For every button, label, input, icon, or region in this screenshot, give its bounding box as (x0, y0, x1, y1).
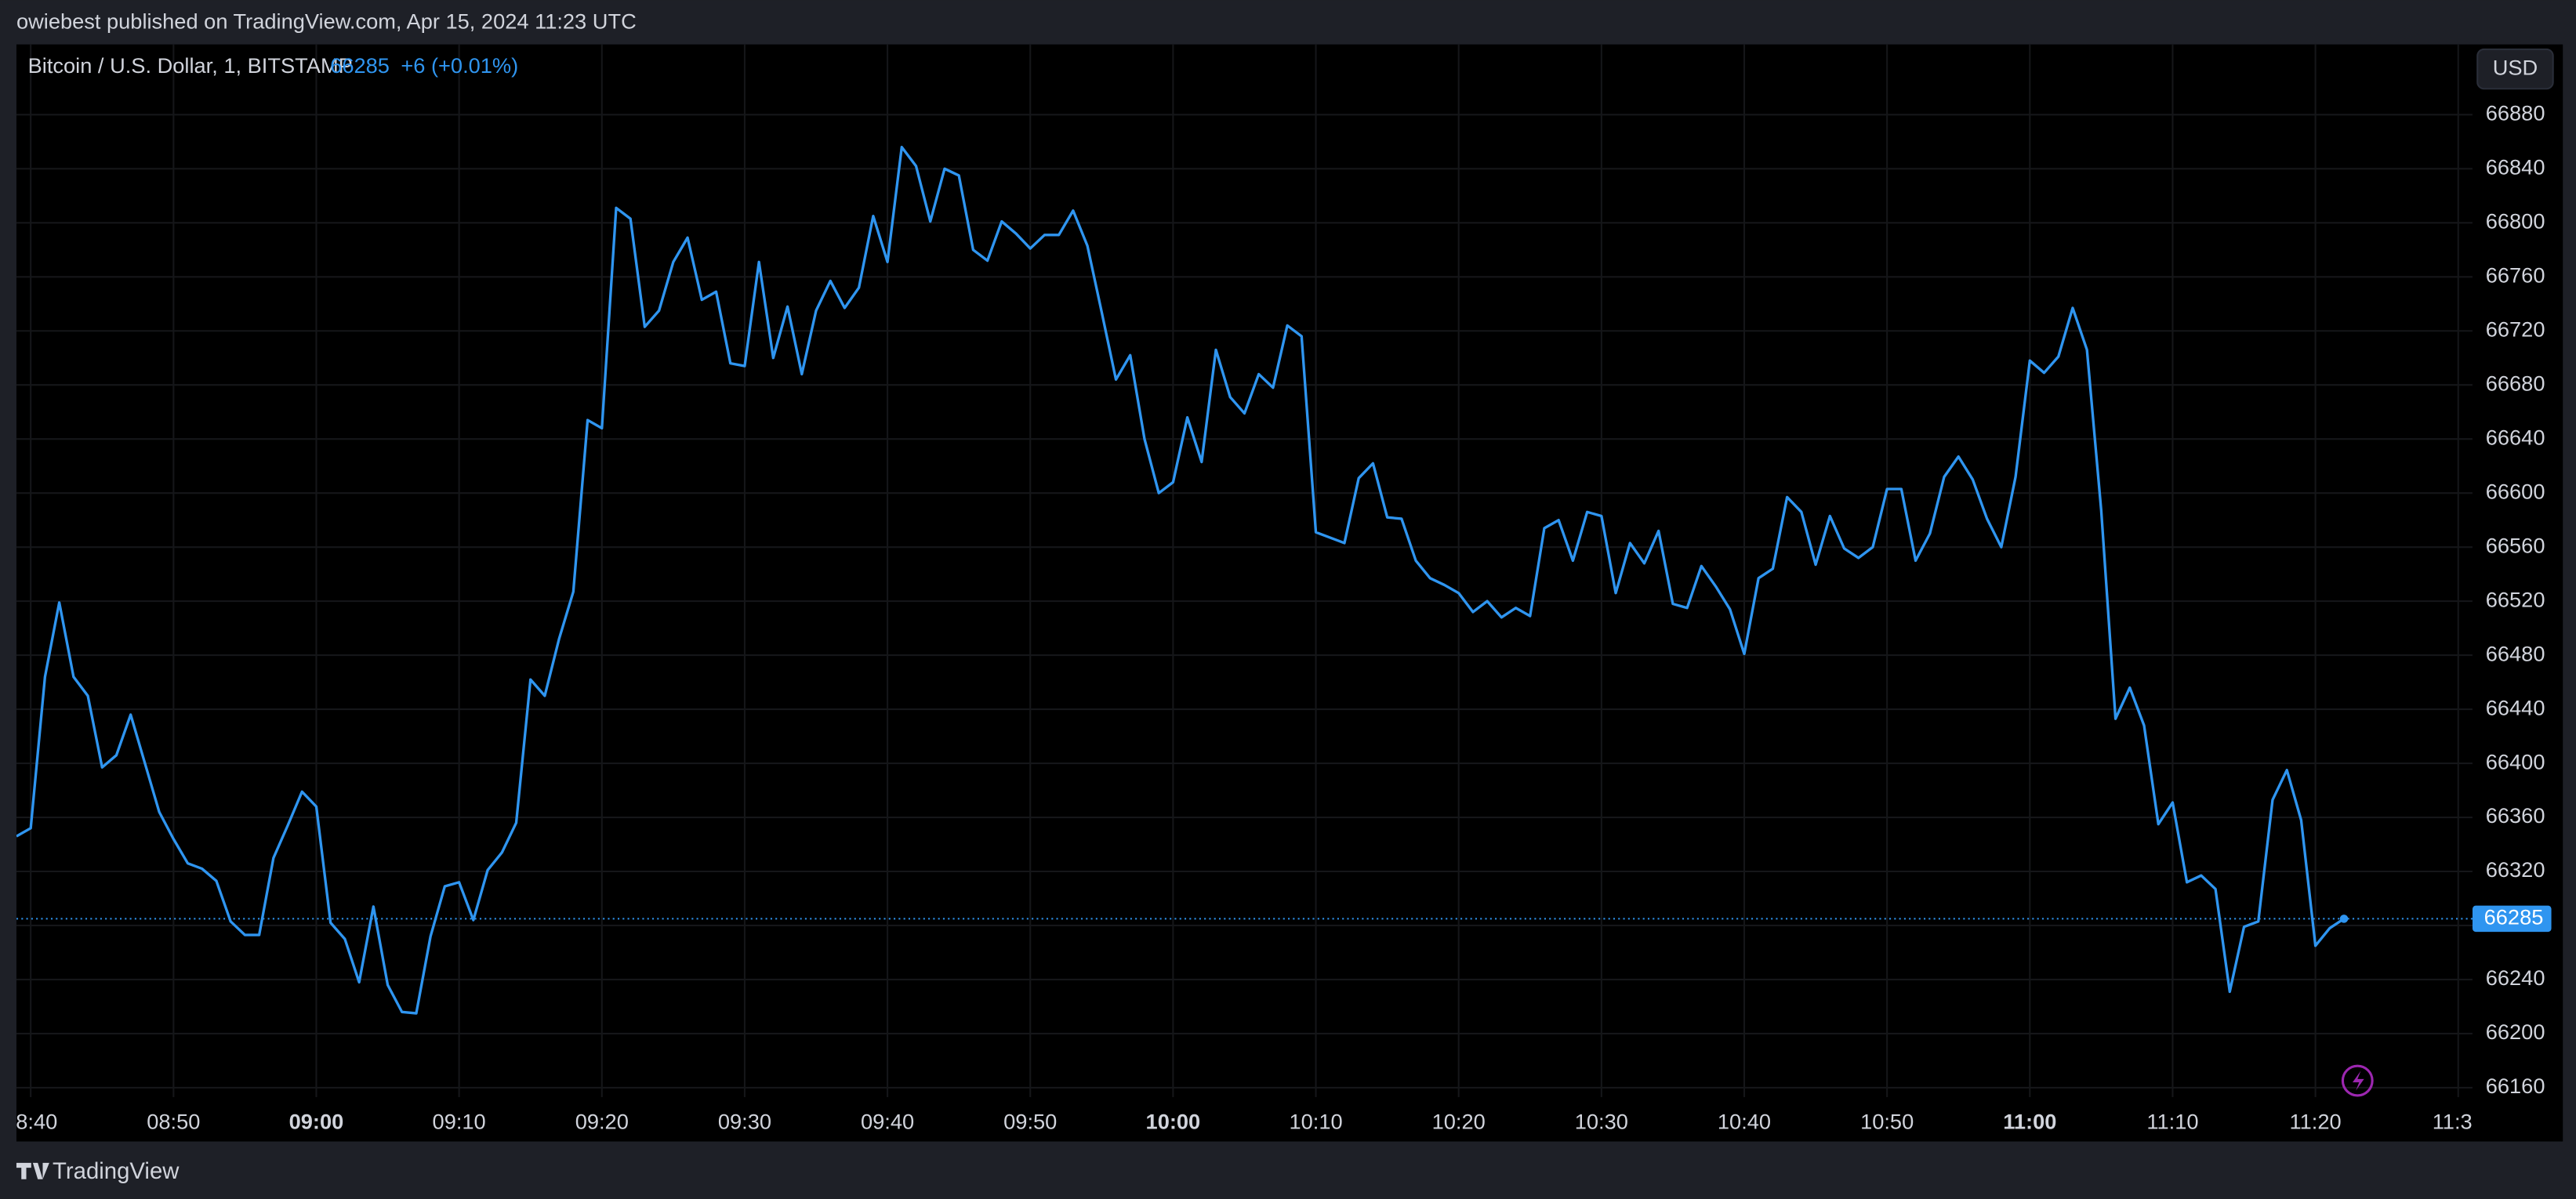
x-tick-label: 10:00 (1146, 1110, 1201, 1134)
y-tick-label: 66600 (2486, 479, 2545, 503)
brand-logo (16, 1162, 49, 1179)
y-tick-label: 66480 (2486, 641, 2545, 665)
price-line (16, 146, 2345, 1015)
currency-button[interactable] (2476, 48, 2554, 90)
last-price-tag (2472, 905, 2552, 933)
y-tick-label: 66160 (2486, 1074, 2545, 1098)
y-tick-label: 66680 (2486, 371, 2545, 395)
publisher-header: owiebest published on TradingView.com, A… (16, 9, 637, 34)
grid (16, 44, 2473, 1097)
x-tick-label: 10:20 (1432, 1110, 1486, 1134)
y-tick-label: 66640 (2486, 425, 2545, 449)
symbol-title: Bitcoin / U.S. Dollar, 1, BITSTAMP (28, 53, 353, 78)
y-tick-label: 66520 (2486, 587, 2545, 611)
x-tick-label: 08:50 (147, 1110, 200, 1134)
last-price-label: 66285 (2484, 905, 2544, 929)
y-tick-label: 66760 (2486, 263, 2545, 287)
y-tick-label: 66360 (2486, 803, 2545, 828)
currency-label[interactable]: USD (2493, 55, 2538, 79)
x-tick-label: 11:00 (2003, 1110, 2056, 1134)
x-tick-label: 09:10 (433, 1110, 486, 1134)
y-tick-label: 66880 (2486, 101, 2545, 125)
y-tick-label: 66720 (2486, 317, 2545, 341)
y-tick-label: 66320 (2486, 857, 2545, 882)
x-tick-label: 10:40 (1718, 1110, 1771, 1134)
legend-change: +6 (+0.01%) (401, 53, 518, 78)
y-tick-label: 66440 (2486, 695, 2545, 719)
y-tick-label: 66200 (2486, 1020, 2545, 1044)
x-tick-label: 10:50 (1860, 1110, 1914, 1134)
y-tick-label: 66400 (2486, 749, 2545, 773)
axes: 6616066200662406628066320663606640066440… (4, 101, 2552, 1134)
legend-price: 66285 (330, 53, 390, 78)
alert-bolt (2352, 1070, 2364, 1091)
last-price-dot (2339, 915, 2349, 923)
y-tick-label: 66560 (2486, 533, 2545, 557)
y-tick-label: 66800 (2486, 208, 2545, 233)
x-tick-label: 09:00 (289, 1110, 344, 1134)
x-axis: 08:40 08:50 09:00 09:10 09:20 09:30 09:40 09:50… (4, 1110, 2484, 1134)
y-tick-label: 66840 (2486, 155, 2545, 179)
chart-area (16, 44, 2563, 1142)
x-tick-label: 09:30 (718, 1110, 771, 1134)
x-tick-label: 10:30 (1575, 1110, 1628, 1134)
x-tick-label: 11:30 (2433, 1110, 2484, 1134)
y-tick-label: 66240 (2486, 965, 2545, 990)
alert-icon[interactable] (2341, 1064, 2374, 1097)
x-tick-label: 11:20 (2290, 1110, 2342, 1134)
x-tick-label: 09:40 (861, 1110, 914, 1134)
x-tick-label: 09:50 (1003, 1110, 1057, 1134)
x-tick-label: 08:40 (4, 1110, 57, 1134)
brand-name: TradingView (53, 1158, 180, 1184)
plot (16, 146, 2473, 1015)
x-tick-label: 11:10 (2146, 1110, 2198, 1134)
x-tick-label: 09:20 (575, 1110, 629, 1134)
x-tick-label: 10:10 (1289, 1110, 1342, 1134)
